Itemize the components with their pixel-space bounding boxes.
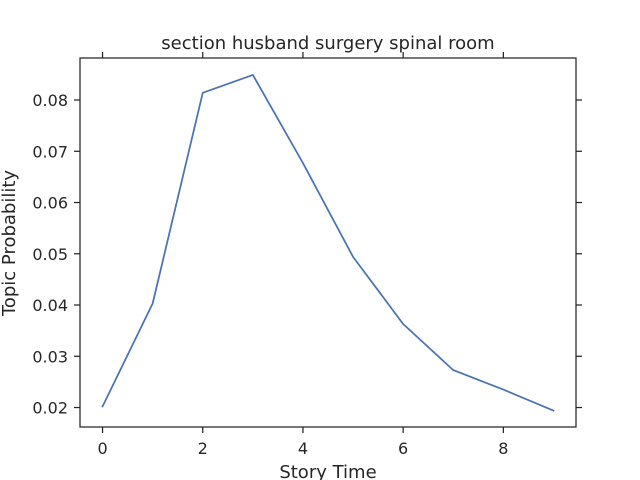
series-line [101,74,555,412]
y-tick-label: 0.02 [32,399,68,418]
y-tick-label: 0.06 [32,194,68,213]
x-tick-label: 4 [298,439,308,458]
x-tick-label: 6 [398,439,408,458]
x-axis-label: Story Time [279,462,376,480]
y-tick-label: 0.03 [32,347,68,366]
x-axis-ticks: 0 2 4 6 8 [97,52,508,458]
y-tick-label: 0.05 [32,245,68,264]
y-tick-label: 0.07 [32,142,68,161]
plot-frame [79,57,577,428]
y-axis-label: Topic Probability [0,170,20,317]
x-tick-label: 0 [97,439,107,458]
x-tick-label: 8 [498,439,508,458]
chart-title: section husband surgery spinal room [161,33,494,54]
x-tick-label: 2 [198,439,208,458]
y-axis-ticks: 0.02 0.03 0.04 0.05 0.06 0.07 0.08 [32,91,582,418]
y-tick-label: 0.08 [32,91,68,110]
y-tick-label: 0.04 [32,296,68,315]
